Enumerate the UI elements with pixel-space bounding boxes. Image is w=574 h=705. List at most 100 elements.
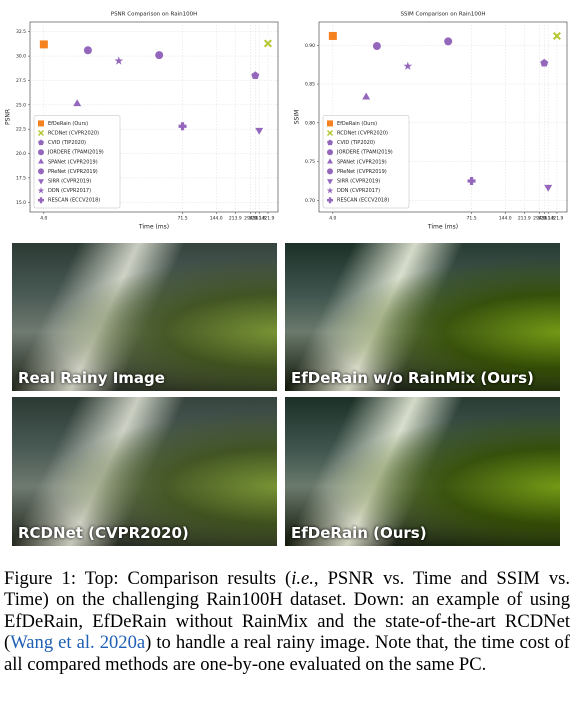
legend-marker bbox=[38, 197, 44, 204]
x-tick-label: 213.9 bbox=[229, 216, 242, 222]
caption-text: , PSNR vs. Time and SSIM vs. Time) on th… bbox=[4, 568, 570, 654]
x-tick-label: 144.0 bbox=[499, 216, 512, 222]
legend-label: JORDERE (TPAMI2019) bbox=[336, 150, 393, 156]
legend-marker bbox=[326, 187, 334, 194]
legend-box bbox=[33, 115, 121, 209]
data-point bbox=[372, 42, 381, 51]
x-tick-label: 421.9 bbox=[261, 216, 274, 222]
legend-marker bbox=[38, 168, 44, 175]
x-tick-label: 4.0 bbox=[40, 216, 47, 222]
panel-label: RCDNet (CVPR2020) bbox=[18, 524, 189, 542]
y-tick-label: 20.0 bbox=[16, 151, 26, 157]
photo-panel: RCDNet (CVPR2020) bbox=[12, 397, 277, 546]
y-tick-label: 32.5 bbox=[16, 29, 26, 35]
x-tick-label: 213.9 bbox=[518, 216, 531, 222]
legend-label: EfDeRain (Ours) bbox=[48, 121, 88, 127]
photo-panel: Real Rainy Image bbox=[12, 243, 277, 391]
x-tick-label: 421.9 bbox=[550, 216, 563, 222]
legend-marker bbox=[327, 120, 333, 127]
panel-label: Real Rainy Image bbox=[18, 369, 165, 387]
photo-panel: EfDeRain (Ours) bbox=[285, 397, 560, 546]
y-tick-label: 0.70 bbox=[305, 198, 315, 204]
y-tick-label: 30.0 bbox=[16, 54, 26, 60]
chart-title: PSNR Comparison on Rain100H bbox=[111, 12, 198, 18]
caption-italic: i.e. bbox=[291, 568, 314, 589]
legend-marker bbox=[38, 139, 44, 146]
x-tick-label: 294.0 bbox=[244, 216, 257, 222]
x-tick-label: 351.8 bbox=[253, 216, 266, 222]
y-axis-label: SSIM bbox=[294, 110, 301, 125]
caption-text: Figure 1: Top: Comparison results ( bbox=[4, 568, 292, 589]
legend-marker bbox=[38, 120, 44, 127]
x-tick-label: 324.1 bbox=[538, 216, 551, 222]
legend-marker bbox=[327, 130, 333, 136]
y-tick-label: 0.80 bbox=[305, 120, 315, 126]
legend-label: PReNet (CVPR2019) bbox=[48, 169, 98, 175]
legend-label: DDN (CVPR2017) bbox=[48, 188, 91, 194]
data-point bbox=[39, 40, 48, 49]
data-point bbox=[467, 176, 476, 185]
data-point bbox=[255, 127, 264, 135]
y-tick-label: 0.85 bbox=[305, 82, 315, 88]
legend-label: SIRR (CVPR2019) bbox=[48, 179, 91, 185]
legend-label: EfDeRain (Ours) bbox=[337, 121, 377, 127]
x-tick-label: 324.1 bbox=[249, 216, 262, 222]
legend-label: SIRR (CVPR2019) bbox=[337, 179, 380, 185]
legend-marker bbox=[327, 197, 333, 204]
legend-marker bbox=[38, 158, 44, 164]
legend-label: RESCAN (ECCV2018) bbox=[48, 198, 100, 204]
y-tick-label: 22.5 bbox=[16, 127, 26, 133]
y-tick-label: 15.0 bbox=[16, 200, 26, 206]
legend-label: RCDNet (CVPR2020) bbox=[48, 131, 99, 137]
y-tick-label: 17.5 bbox=[16, 175, 26, 181]
data-point bbox=[155, 51, 164, 60]
y-tick-label: 27.5 bbox=[16, 78, 26, 84]
data-point bbox=[114, 56, 124, 65]
photo-panel: EfDeRain w/o RainMix (Ours) bbox=[285, 243, 560, 391]
caption: Figure 1: Top: Comparison results (i.e.,… bbox=[4, 568, 570, 675]
ssim-chart: SSIM Comparison on Rain100H 0.90 0.85 0.80 0… bbox=[294, 12, 568, 231]
legend-label: DDN (CVPR2017) bbox=[337, 188, 380, 194]
x-tick-label: 71.5 bbox=[467, 216, 477, 222]
panel-label: EfDeRain w/o RainMix (Ours) bbox=[291, 369, 534, 387]
y-axis-label: PSNR bbox=[5, 109, 12, 125]
x-tick-label: 4.0 bbox=[329, 216, 336, 222]
legend-label: JORDERE (TPAMI2019) bbox=[47, 150, 104, 156]
x-tick-label: 144.0 bbox=[210, 216, 223, 222]
legend-label: CVID (TIP2020) bbox=[48, 140, 86, 146]
caption-text: ) to handle a real rainy image. Note tha… bbox=[4, 632, 571, 675]
legend-marker bbox=[327, 149, 333, 156]
legend-marker bbox=[38, 149, 44, 156]
y-tick-label: 0.90 bbox=[305, 43, 315, 49]
x-tick-label: 351.8 bbox=[542, 216, 555, 222]
psnr-chart: PSNR Comparison on Rain100H 32.5 30.0 27.5 2… bbox=[5, 12, 279, 231]
data-point bbox=[444, 37, 453, 46]
x-tick-label: 71.5 bbox=[178, 216, 188, 222]
legend-marker bbox=[38, 179, 44, 185]
citation-link[interactable]: Wang et al. 2020a bbox=[10, 632, 146, 654]
legend-label: CVID (TIP2020) bbox=[337, 140, 375, 146]
data-point bbox=[362, 92, 371, 100]
legend-label: SPANet (CVPR2019) bbox=[48, 159, 98, 165]
x-axis-label: Time (ms) bbox=[427, 224, 458, 231]
y-tick-label: 25.0 bbox=[16, 102, 26, 108]
legend-marker bbox=[327, 179, 333, 185]
legend-label: RESCAN (ECCV2018) bbox=[337, 198, 389, 204]
legend-marker bbox=[327, 158, 333, 164]
data-point bbox=[263, 39, 272, 48]
legend-marker bbox=[327, 139, 333, 146]
data-point bbox=[552, 31, 561, 40]
x-axis-label: Time (ms) bbox=[138, 224, 169, 231]
legend-label: SPANet (CVPR2019) bbox=[337, 159, 387, 165]
data-point bbox=[544, 184, 553, 192]
data-point bbox=[403, 61, 413, 70]
x-tick-label: 294.0 bbox=[533, 216, 546, 222]
legend-label: PReNet (CVPR2019) bbox=[337, 169, 387, 175]
data-point bbox=[251, 71, 260, 79]
panel-label: EfDeRain (Ours) bbox=[291, 524, 427, 542]
legend-marker bbox=[38, 130, 44, 136]
data-point bbox=[83, 46, 92, 55]
data-point bbox=[73, 99, 82, 107]
y-tick-label: 0.75 bbox=[305, 159, 315, 165]
